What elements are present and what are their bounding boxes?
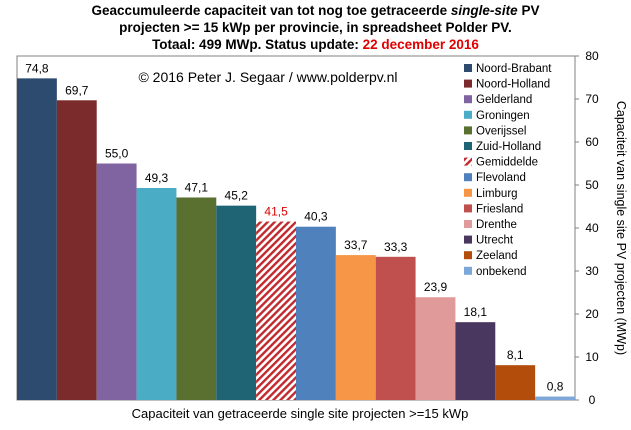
bar-value-label: 8,1 <box>507 348 524 362</box>
legend-label: Friesland <box>476 203 523 215</box>
legend-label: Noord-Holland <box>476 79 550 91</box>
y-tick-label: 60 <box>585 135 599 149</box>
legend-swatch <box>464 157 472 166</box>
legend-label: Overijssel <box>476 125 526 137</box>
legend-swatch <box>464 220 472 228</box>
bar-onbekend <box>535 396 575 400</box>
legend-label: Flevoland <box>476 172 526 184</box>
legend-swatch <box>464 235 472 244</box>
bar-value-label: 49,3 <box>145 171 169 185</box>
y-tick-label: 50 <box>585 178 599 192</box>
legend-swatch <box>464 95 472 104</box>
copyright-text: © 2016 Peter J. Segaar / www.polderpv.nl <box>138 69 397 85</box>
legend-label: onbekend <box>476 266 527 278</box>
legend-swatch <box>464 251 472 260</box>
legend-swatch <box>464 266 472 275</box>
bar-limburg <box>335 255 376 400</box>
legend-swatch <box>464 64 472 72</box>
bar-value-label: 18,1 <box>464 305 488 319</box>
bar-gemiddelde <box>256 221 296 400</box>
bar-zuid-holland <box>216 205 257 400</box>
bar-utrecht <box>455 322 496 400</box>
bar-value-label: 69,7 <box>65 83 89 97</box>
legend-swatch <box>464 188 472 197</box>
y-tick-label: 20 <box>585 307 599 321</box>
bar-value-label: 74,8 <box>25 61 49 75</box>
y-tick-label: 30 <box>585 264 599 278</box>
legend-label: Limburg <box>476 188 518 200</box>
bar-value-label: 0,8 <box>547 380 564 394</box>
bar-value-label: 33,7 <box>344 238 368 252</box>
legend-label: Zuid-Holland <box>476 141 541 153</box>
bar-noord-brabant <box>17 78 57 401</box>
bar-zeeland <box>495 365 536 400</box>
bar-value-label: 33,3 <box>384 240 408 254</box>
bar-groningen <box>136 188 177 400</box>
y-tick-label: 70 <box>585 92 599 106</box>
legend-swatch <box>464 110 472 119</box>
bar-gelderland <box>96 163 137 400</box>
y-tick-label: 40 <box>585 221 599 235</box>
x-axis-title: Capaciteit van getraceerde single site p… <box>132 406 469 421</box>
legend-label: Gelderland <box>476 94 532 106</box>
legend-swatch <box>464 79 472 88</box>
bar-noord-holland <box>56 100 97 400</box>
y-tick-label: 80 <box>585 49 599 63</box>
legend-label: Noord-Brabant <box>476 63 552 75</box>
legend-swatch <box>464 204 472 213</box>
legend-swatch <box>464 126 472 135</box>
legend-label: Utrecht <box>476 235 514 247</box>
bar-friesland <box>375 256 416 400</box>
legend-label: Drenthe <box>476 219 517 231</box>
bar-value-label: 45,2 <box>225 189 249 203</box>
bar-value-label: 41,5 <box>264 205 288 219</box>
legend-label: Zeeland <box>476 250 518 262</box>
y-tick-label: 10 <box>585 350 599 364</box>
chart-title-line-1: Geaccumuleerde capaciteit van tot nog to… <box>91 3 540 18</box>
bar-value-label: 47,1 <box>185 180 209 194</box>
legend-swatch <box>464 142 472 150</box>
legend-swatch <box>464 173 472 182</box>
y-tick-label: 0 <box>589 393 596 407</box>
legend-label: Gemiddelde <box>476 157 538 169</box>
bar-value-label: 23,9 <box>424 280 448 294</box>
bar-flevoland <box>296 226 336 400</box>
bar-drenthe <box>415 297 456 400</box>
chart-title-line-2: projecten >= 15 kWp per provincie, in sp… <box>119 20 512 35</box>
y-axis-title: Capaciteit van single site PV projecten … <box>614 101 628 355</box>
chart-title-line-3: Totaal: 499 MWp. Status update: 22 decem… <box>152 37 479 52</box>
bar-value-label: 55,0 <box>105 147 129 161</box>
bar-overijssel <box>176 197 217 400</box>
legend-label: Groningen <box>476 110 530 122</box>
bar-value-label: 40,3 <box>304 210 328 224</box>
